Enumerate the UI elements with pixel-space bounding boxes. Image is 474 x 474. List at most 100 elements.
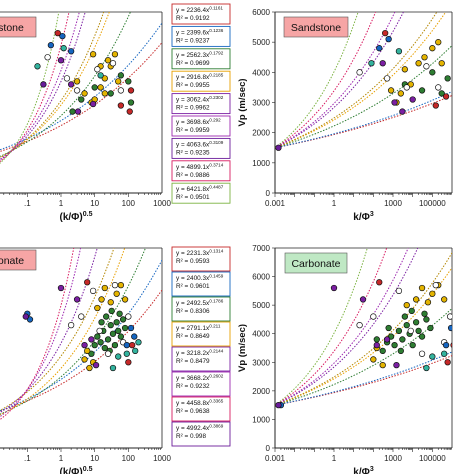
data-point (391, 341, 398, 349)
legend-equation: y = 4063.6x0.3109 (176, 140, 224, 149)
data-point (109, 60, 117, 67)
data-point (47, 42, 55, 49)
fit-curve (0, 289, 162, 412)
data-point (57, 284, 65, 292)
x-tick-label: 1000 (384, 454, 402, 463)
legend-r2: R² = 0.9601 (176, 283, 210, 290)
legend-equation: y = 3668.2x0.2602 (176, 374, 224, 383)
data-point (94, 66, 101, 73)
x-tick-label: 100 (122, 199, 136, 208)
data-point (81, 341, 88, 349)
data-point (397, 347, 404, 355)
data-point (101, 344, 108, 352)
chart-panel-top-left: .1 1 10 100 1000 (k/Φ)0.5 stone y = 2236.4x0.11… (0, 3, 231, 223)
data-point (113, 319, 120, 326)
y-tick-label: 3000 (252, 99, 270, 108)
data-point (94, 304, 101, 312)
y-tick-label: 6000 (252, 273, 270, 282)
legend-r2: R² = 0.998 (176, 433, 206, 440)
fit-curve (0, 248, 147, 415)
data-point (117, 87, 125, 94)
data-point (442, 341, 450, 349)
x-tick-label: 10 (90, 199, 99, 208)
legend-r2: R² = 0.9955 (176, 82, 210, 89)
data-point (67, 81, 75, 88)
data-point (111, 341, 119, 349)
legend-entry-box (171, 271, 231, 297)
data-point (81, 90, 88, 97)
x-tick-label: 1 (59, 454, 64, 463)
legend-entry-box (171, 246, 231, 272)
data-point (401, 313, 408, 320)
data-point (407, 327, 414, 335)
data-point (379, 347, 386, 355)
data-point (81, 356, 88, 363)
data-point (107, 321, 114, 329)
data-point (117, 333, 125, 340)
data-point (125, 359, 132, 366)
data-point (63, 75, 71, 82)
y-tick-label: 2000 (252, 387, 270, 396)
data-point (356, 69, 363, 76)
legend-r2: R² = 0.9593 (176, 258, 210, 265)
legend-equation: y = 2231.3x0.1314 (176, 249, 224, 258)
x-tick-label: 1000 (153, 199, 171, 208)
legend-equation: y = 3062.4x0.2302 (176, 95, 224, 104)
data-point (435, 84, 442, 91)
data-point (104, 350, 112, 357)
data-point (391, 99, 398, 106)
x-tick-label: 100000 (419, 454, 446, 463)
data-point (429, 69, 436, 76)
legend-equation: y = 2791.1x0.211 (176, 324, 221, 333)
data-point (125, 78, 132, 85)
data-point (131, 333, 138, 340)
fit-curve (275, 267, 452, 406)
data-point (427, 324, 434, 332)
fit-curve (275, 248, 368, 406)
data-point (107, 299, 114, 306)
x-axis-label: (k/Φ)0.5 (60, 466, 93, 474)
data-point (44, 54, 51, 61)
data-point (91, 84, 98, 91)
legend-entry-box (171, 70, 231, 92)
fit-curve (275, 248, 388, 406)
data-point (444, 75, 451, 82)
y-tick-label: 1000 (252, 159, 270, 168)
data-point (379, 361, 386, 369)
panel-label: onate (0, 255, 24, 267)
plot-area (0, 248, 162, 421)
data-point (123, 341, 130, 349)
fit-curve (275, 248, 409, 406)
data-point (40, 81, 47, 88)
legend-equation: y = 2400.3x0.1459 (176, 274, 224, 283)
data-point (429, 290, 436, 297)
panel-label-box (284, 252, 348, 274)
data-point (399, 336, 406, 343)
legend-equation: y = 2916.8x0.2185 (176, 73, 224, 82)
y-tick-label: 5000 (252, 301, 270, 310)
data-point (395, 287, 403, 295)
legend-r2: R² = 0.9886 (176, 172, 210, 179)
data-point (89, 100, 97, 108)
data-point (22, 313, 29, 320)
data-point (98, 296, 105, 303)
data-point (125, 313, 132, 320)
data-point (78, 313, 85, 320)
data-point (34, 63, 41, 70)
data-point (453, 334, 459, 340)
data-point (447, 324, 452, 332)
panel-label: Carbonate (291, 258, 340, 270)
data-point (418, 350, 426, 357)
data-point (399, 108, 406, 115)
data-point (432, 102, 439, 109)
data-point (103, 313, 110, 320)
data-point (382, 29, 389, 37)
fit-curve (275, 308, 452, 406)
y-tick-label: 4000 (252, 330, 270, 339)
data-point (397, 90, 404, 97)
data-point (97, 84, 104, 91)
data-point (393, 361, 400, 369)
data-point (89, 287, 97, 295)
data-point (412, 319, 420, 326)
data-point (127, 324, 135, 332)
